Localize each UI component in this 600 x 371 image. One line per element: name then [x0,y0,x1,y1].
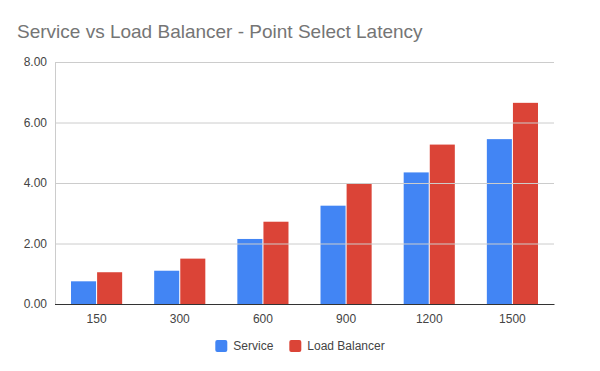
series [97,103,538,304]
x-tick: 900 [336,304,356,326]
grid-line [55,123,554,124]
bar [263,222,288,304]
y-tick: 6.00 [24,116,554,130]
x-tick-label: 900 [336,312,356,326]
y-tick-label: 8.00 [24,55,48,69]
legend-swatch [289,340,301,352]
y-tick-label: 0.00 [24,297,48,311]
y-tick-label: 6.00 [24,116,48,130]
title: Service vs Load Balancer - Point Select … [17,21,423,42]
y-tick: 2.00 [24,237,554,251]
y-axis-line [56,63,555,305]
x-tick: 1500 [499,304,526,326]
y-axis: 0.00 2.00 4.00 6.00 8.00 [24,55,554,311]
legend-swatch [215,340,227,352]
bar [71,281,96,304]
bar [513,103,538,304]
y-tick-label: 2.00 [24,237,48,251]
background [0,0,600,371]
y-tick-label: 4.00 [24,176,48,190]
bar [97,272,122,304]
y-tick: 8.00 [24,55,554,69]
plot: 0.00 2.00 4.00 6.00 8.00 150 300 600 900 1200 1500 [24,55,555,325]
y-tick: 0.00 [24,297,554,311]
x-tick-label: 600 [253,312,273,326]
x-tick: 600 [253,304,273,326]
x-tick-label: 1200 [416,312,443,326]
x-tick: 1200 [416,304,443,326]
bar [154,271,179,304]
bars [71,103,538,304]
bar [487,139,512,304]
legend-item: Load Balancer [289,339,384,353]
grid-line [55,304,554,305]
legend-item: Service [215,339,273,353]
series [71,139,512,304]
bar [430,145,455,304]
grid-line [55,62,554,63]
legend-label: Load Balancer [307,339,384,353]
x-tick-label: 1500 [499,312,526,326]
y-tick: 4.00 [24,176,554,190]
x-tick: 150 [87,304,107,326]
grid-line [55,183,554,184]
x-tick: 300 [170,304,190,326]
bar [321,206,346,304]
chart: Service vs Load Balancer - Point Select … [0,0,600,371]
x-tick-label: 300 [170,312,190,326]
legend-label: Service [233,339,273,353]
legend: Service Load Balancer [215,339,384,353]
x-axis-line [56,304,555,305]
x-axis: 150 300 600 900 1200 1500 [56,304,555,326]
bar [404,172,429,304]
x-tick-label: 150 [87,312,107,326]
bar [180,259,205,304]
bar [237,239,262,304]
grid-line [55,244,554,245]
